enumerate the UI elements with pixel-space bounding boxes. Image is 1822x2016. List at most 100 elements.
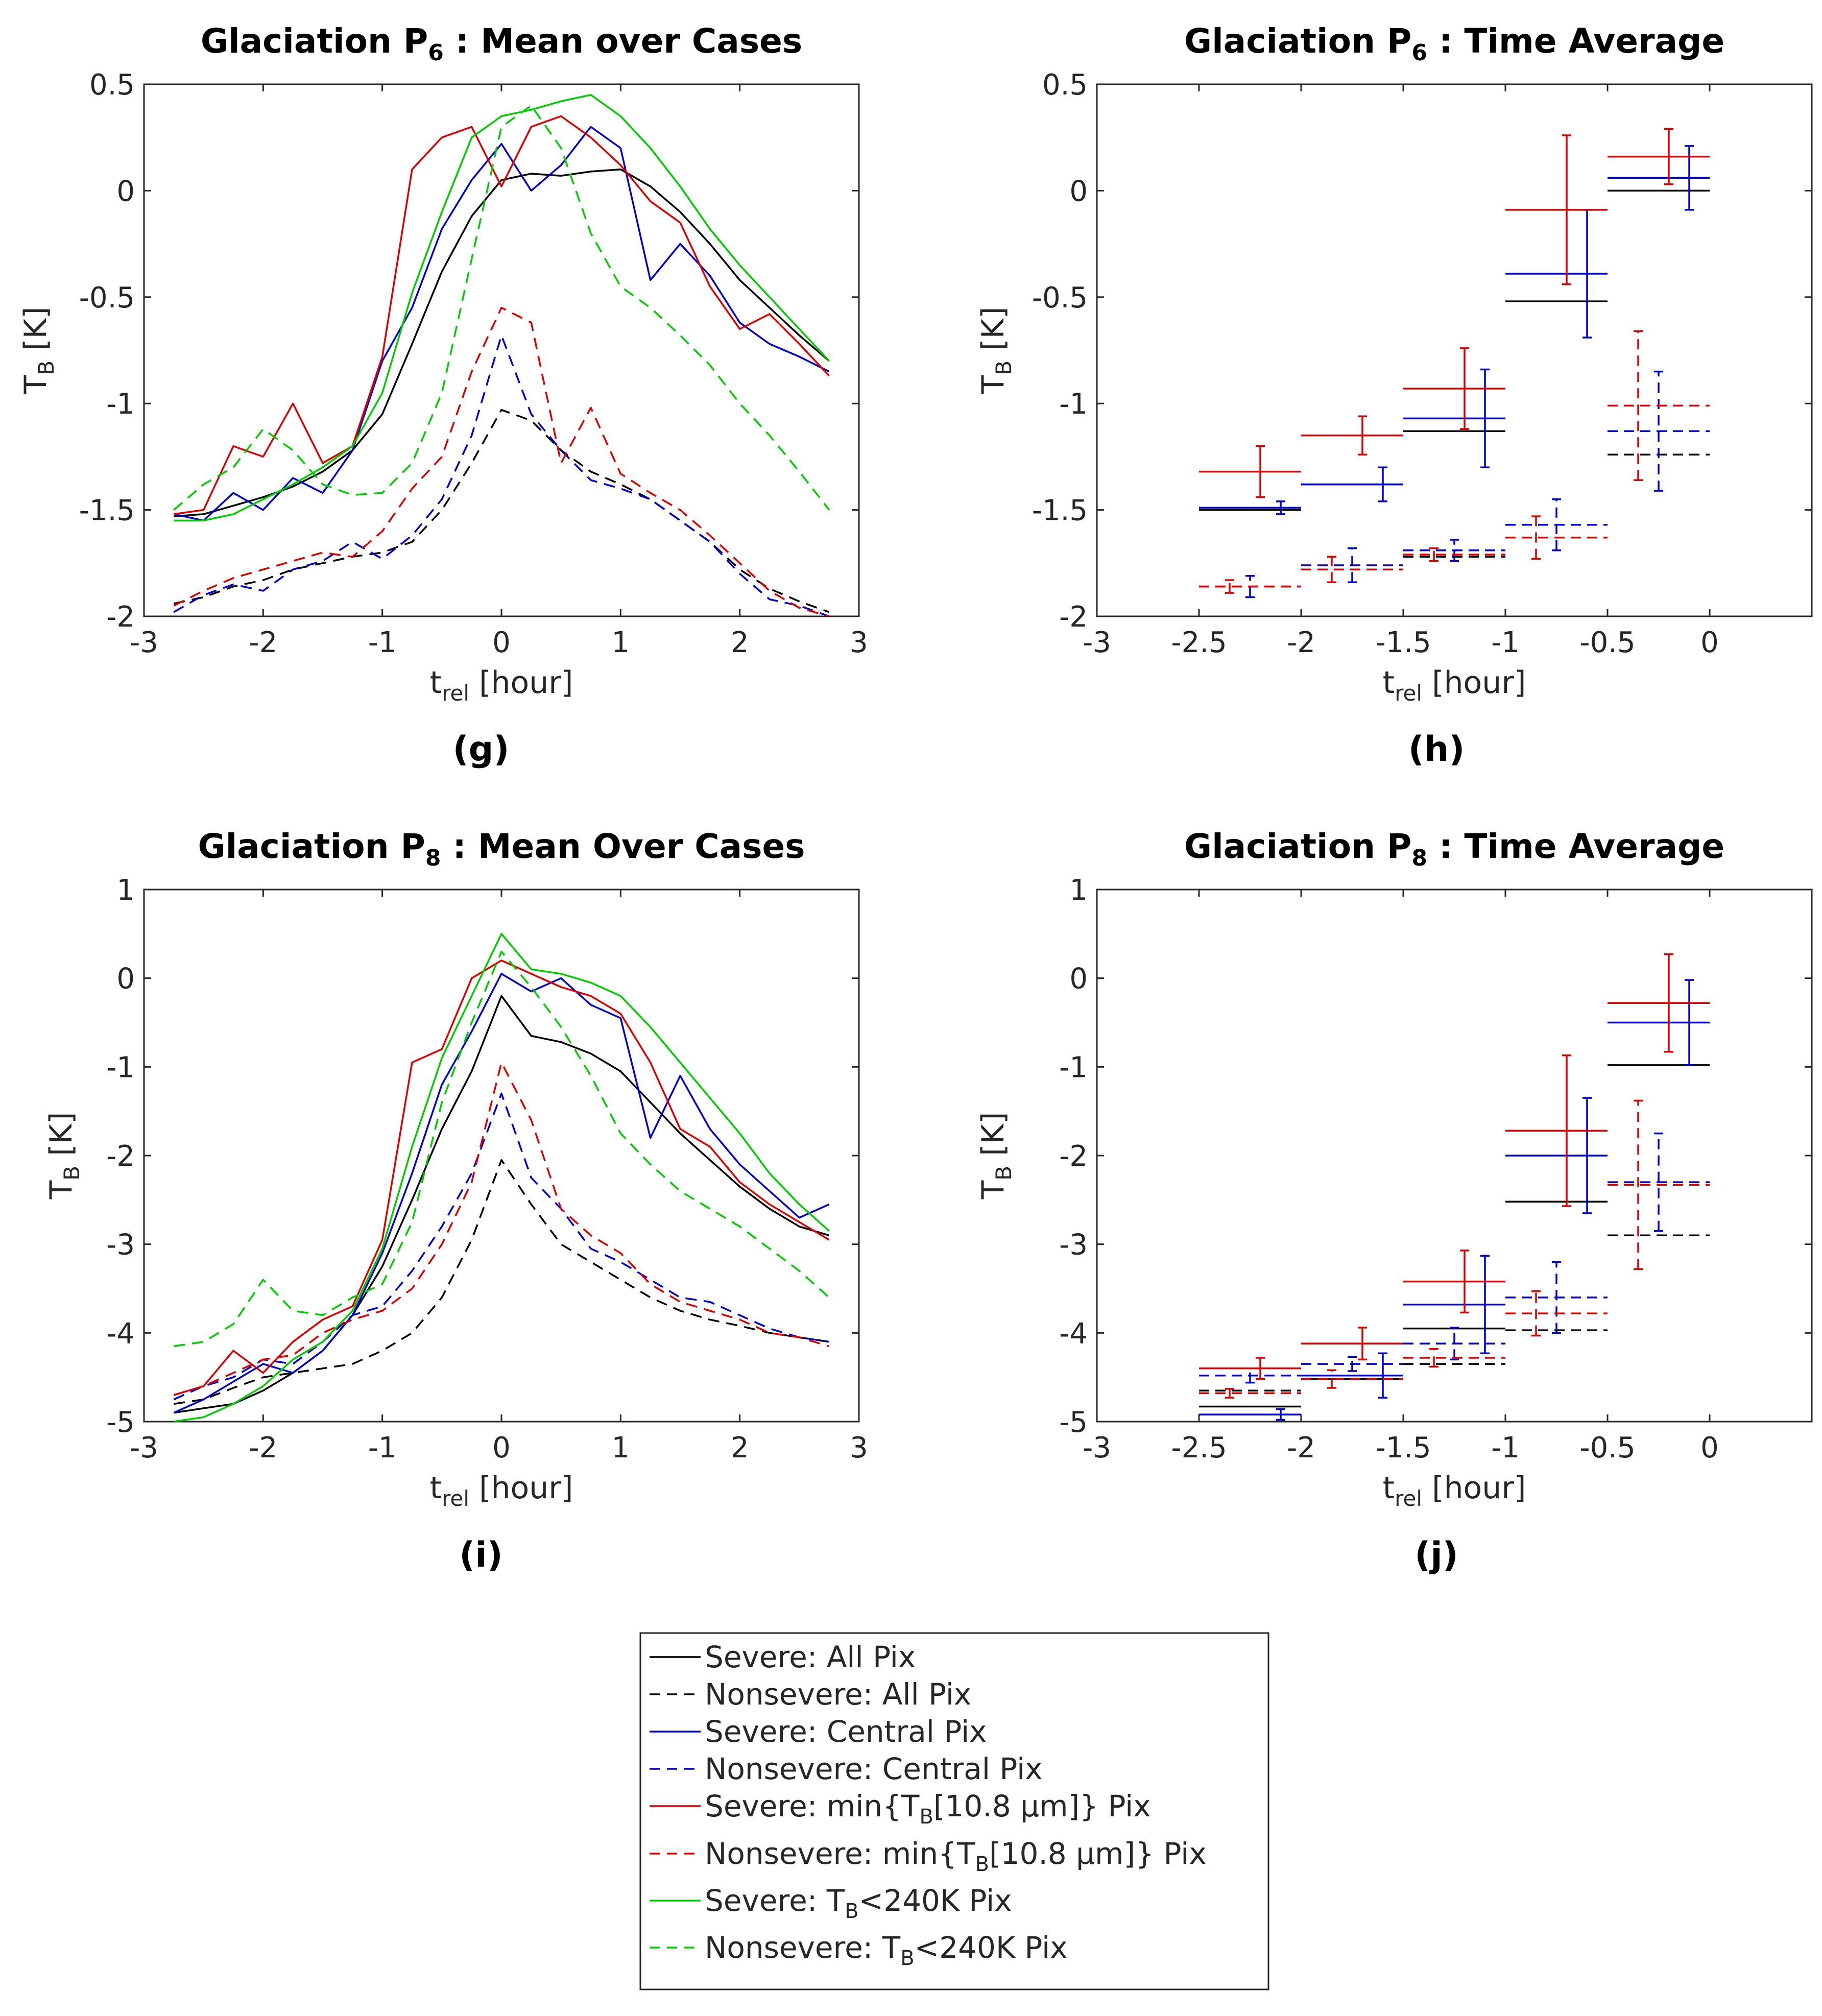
subscript-text: B — [919, 1805, 933, 1829]
x-tick-label: 0 — [1700, 1431, 1719, 1465]
y-tick-label: -1 — [106, 1051, 135, 1084]
subscript-text: rel — [1395, 1486, 1422, 1511]
text-part: Severe: Central Pix — [705, 1714, 987, 1749]
subscript-text: 8 — [1411, 845, 1427, 871]
series-line-non_min — [173, 1061, 830, 1396]
x-tick-label: -0.5 — [1579, 1431, 1635, 1465]
y-tick-label: -4 — [1059, 1317, 1088, 1350]
subscript-text: B — [59, 1166, 84, 1181]
y-tick-label: 0 — [1069, 175, 1088, 208]
y-tick-label: -1.5 — [1032, 494, 1088, 527]
y-tick-label: -3 — [1059, 1229, 1088, 1262]
y-tick-label: -2 — [106, 601, 135, 634]
text-part: [10.8 μm]} Pix — [989, 1836, 1207, 1871]
x-axis-label: trel [hour] — [1383, 665, 1526, 706]
text-part: [K] — [975, 307, 1011, 361]
y-tick-label: -1 — [106, 388, 135, 421]
series-line-sev_all — [174, 168, 830, 517]
text-part: Severe: min{T — [705, 1789, 920, 1823]
x-axis-label: trel [hour] — [1383, 1470, 1526, 1511]
subscript-text: B — [900, 1947, 914, 1970]
x-tick-label: -3 — [1083, 1431, 1111, 1465]
x-tick-label: 0 — [492, 1431, 511, 1465]
series-line-sev_min — [174, 115, 830, 515]
text-part: Nonsevere: All Pix — [705, 1677, 971, 1712]
text-part: [hour] — [469, 665, 573, 701]
chart-title: Glaciation P8 : Time Average — [1184, 827, 1724, 871]
subfigure-caption: (g) — [453, 729, 510, 770]
text-part: : Time Average — [1427, 21, 1724, 61]
text-part: [10.8 μm]} Pix — [933, 1789, 1151, 1823]
panel-j: -3 -2.5 -2 -1.5 -1 -0.5 0 -5 -4 -3 -2 -1 0 1 Glaciatio… — [975, 827, 1813, 1575]
chart-title: Glaciation P6 : Mean over Cases — [201, 21, 802, 66]
series-line-sev_240 — [174, 933, 830, 1422]
plot-area — [1199, 128, 1710, 598]
x-tick-label: -3 — [130, 626, 158, 659]
subscript-text: 6 — [1411, 40, 1427, 66]
text-part: Glaciation P — [1184, 21, 1411, 61]
text-part: t — [430, 665, 442, 701]
text-part: [hour] — [1422, 1470, 1526, 1506]
subscript-text: rel — [1395, 681, 1422, 706]
y-tick-label: -1.5 — [79, 494, 135, 527]
x-axis-label: trel [hour] — [430, 665, 573, 706]
y-tick-label: -1 — [1059, 1051, 1088, 1084]
y-tick-label: 1 — [1069, 874, 1088, 907]
series-line-non_240 — [174, 950, 830, 1348]
subfigure-caption: (j) — [1415, 1535, 1458, 1575]
x-tick-label: 0 — [1700, 626, 1719, 659]
text-part: Nonsevere: Central Pix — [705, 1751, 1043, 1786]
legend-label-non_min: Nonsevere: min{TB[10.8 μm]} Pix — [705, 1836, 1207, 1876]
x-tick-label: -2 — [1287, 626, 1315, 659]
subscript-text: B — [975, 1853, 989, 1876]
x-tick-label: -2 — [249, 626, 277, 659]
y-axis-label: TB [K] — [43, 1112, 84, 1200]
x-tick-label: -2.5 — [1171, 1431, 1227, 1465]
subscript-text: rel — [442, 1486, 469, 1511]
x-tick-label: -3 — [1083, 626, 1111, 659]
text-part: <240K Pix — [915, 1930, 1068, 1965]
x-tick-label: 2 — [731, 1431, 749, 1465]
text-part: T — [975, 1180, 1011, 1199]
y-tick-label: 0 — [116, 175, 135, 208]
y-tick-label: -0.5 — [79, 281, 135, 315]
y-tick-label: 0.5 — [1042, 68, 1088, 102]
x-tick-label: 2 — [731, 626, 749, 659]
y-tick-label: -4 — [106, 1317, 135, 1350]
text-part: [K] — [975, 1112, 1011, 1166]
x-tick-label: 1 — [612, 626, 630, 659]
y-axis-label: TB [K] — [975, 307, 1016, 395]
x-axis-label: trel [hour] — [430, 1470, 573, 1511]
x-tick-label: -1.5 — [1375, 626, 1431, 659]
subscript-text: 8 — [425, 845, 441, 871]
subscript-text: B — [34, 361, 59, 375]
x-tick-label: 1 — [612, 1431, 630, 1465]
y-tick-label: -2 — [106, 1140, 135, 1173]
x-tick-label: -1 — [1491, 626, 1520, 659]
y-tick-label: -0.5 — [1032, 281, 1088, 315]
y-axis-label: TB [K] — [18, 307, 59, 395]
text-part: Severe: T — [705, 1883, 845, 1918]
x-tick-label: 0 — [492, 626, 511, 659]
y-axis-label: TB [K] — [975, 1112, 1016, 1200]
x-tick-label: 3 — [850, 626, 868, 659]
text-part: Glaciation P — [198, 827, 425, 866]
text-part: [K] — [18, 307, 54, 361]
text-part: T — [18, 375, 54, 394]
text-part: t — [1383, 1470, 1395, 1506]
subfigure-caption: (i) — [459, 1535, 502, 1575]
x-tick-label: -1 — [368, 626, 397, 659]
x-tick-label: 3 — [850, 1431, 868, 1465]
text-part: t — [430, 1470, 442, 1506]
text-part: Glaciation P — [201, 21, 428, 61]
panel-i: -3 -2 -1 0 1 2 3 -5 -4 -3 -2 -1 0 1 Glaciation P8 : Me… — [43, 827, 868, 1575]
legend-label-non_240: Nonsevere: TB<240K Pix — [705, 1930, 1068, 1970]
x-tick-label: -3 — [130, 1431, 158, 1465]
text-part: Nonsevere: T — [705, 1930, 901, 1965]
legend-box — [639, 1632, 1269, 1990]
legend-label-non_cen: Nonsevere: Central Pix — [705, 1751, 1043, 1786]
x-tick-label: -2 — [249, 1431, 277, 1465]
axes-frame — [143, 889, 860, 1423]
series-line-non_cen — [173, 1092, 829, 1401]
series-line-sev_min — [173, 959, 830, 1396]
